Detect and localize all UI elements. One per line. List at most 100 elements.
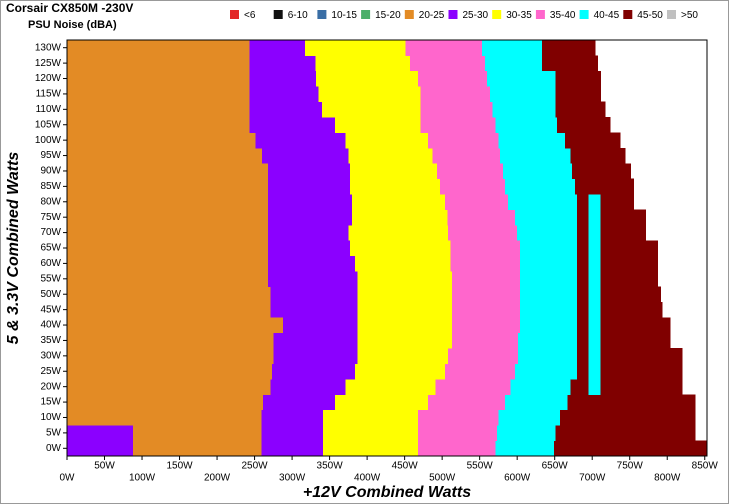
region-segment xyxy=(577,194,589,210)
region-segment xyxy=(588,224,601,241)
region-segment xyxy=(249,40,306,56)
x-tick-label: 450W xyxy=(392,461,419,472)
region-segment xyxy=(577,286,589,303)
region-segment xyxy=(315,55,411,72)
region-segment xyxy=(505,394,568,411)
region-segment xyxy=(355,363,446,380)
legend-label: 15-20 xyxy=(375,10,401,21)
region-segment xyxy=(498,409,561,426)
x-tick-label: 700W xyxy=(579,473,606,484)
region-segment xyxy=(67,286,271,303)
region-segment xyxy=(418,425,498,441)
region-segment xyxy=(600,209,646,226)
region-segment xyxy=(577,332,589,349)
region-segment xyxy=(448,224,518,241)
region-segment xyxy=(67,147,263,164)
region-segment xyxy=(490,86,556,103)
y-tick-label: 30W xyxy=(40,350,61,361)
region-segment xyxy=(67,132,256,149)
region-segment xyxy=(577,240,589,257)
region-segment xyxy=(322,101,421,118)
region-segment xyxy=(451,286,521,303)
region-segment xyxy=(357,301,453,318)
region-segment xyxy=(520,317,578,334)
region-segment xyxy=(502,163,573,180)
y-tick-label: 50W xyxy=(40,289,61,300)
y-tick-label: 115W xyxy=(36,89,62,100)
region-segment xyxy=(316,70,419,87)
legend-label: 35-40 xyxy=(550,10,576,21)
region-segment xyxy=(271,363,356,380)
region-segment xyxy=(405,40,483,56)
region-segment xyxy=(268,178,351,195)
region-segment xyxy=(427,132,499,149)
region-segment xyxy=(481,40,543,56)
region-segment xyxy=(559,409,696,426)
legend-swatch xyxy=(667,10,676,19)
region-segment xyxy=(520,255,578,272)
x-tick-label: 350W xyxy=(317,461,344,472)
x-tick-label: 300W xyxy=(279,473,306,484)
region-segment xyxy=(451,271,521,287)
y-tick-label: 65W xyxy=(40,243,61,254)
region-segment xyxy=(268,240,351,257)
region-segment xyxy=(574,178,634,195)
x-tick-label: 250W xyxy=(242,461,269,472)
region-segment xyxy=(450,240,521,257)
region-segment xyxy=(357,317,453,334)
legend-swatch xyxy=(361,10,371,19)
region-segment xyxy=(514,363,578,380)
region-segment xyxy=(577,348,589,364)
region-segment xyxy=(67,209,269,226)
y-tick-label: 105W xyxy=(35,119,62,130)
y-tick-label: 15W xyxy=(40,397,61,408)
region-segment xyxy=(357,332,453,349)
region-segment xyxy=(577,209,589,226)
region-segment xyxy=(261,440,324,457)
y-tick-label: 90W xyxy=(40,166,61,177)
region-segment xyxy=(600,378,683,395)
region-segment xyxy=(270,286,358,303)
legend-swatch xyxy=(404,10,414,19)
region-segment xyxy=(322,425,419,441)
region-segment xyxy=(249,55,316,72)
region-segment xyxy=(270,378,346,395)
region-segment xyxy=(517,224,578,241)
y-tick-label: 25W xyxy=(40,366,61,377)
region-segment xyxy=(565,132,621,149)
x-tick-label: 500W xyxy=(429,473,456,484)
x-tick-label: 650W xyxy=(542,461,569,472)
region-segment xyxy=(487,70,556,87)
region-segment xyxy=(450,255,521,272)
region-segment xyxy=(498,132,566,149)
region-segment xyxy=(451,332,519,349)
x-axis-title: +12V Combined Watts xyxy=(303,484,471,501)
region-segment xyxy=(495,117,558,133)
region-segment xyxy=(67,224,269,241)
region-segment xyxy=(553,440,708,457)
region-segment xyxy=(451,317,521,334)
legend-label: 6-10 xyxy=(288,10,308,21)
region-segment xyxy=(588,317,601,334)
chart-subtitle: PSU Noise (dBA) xyxy=(28,19,117,31)
region-segment xyxy=(67,163,269,180)
region-segment xyxy=(435,378,511,395)
region-segment xyxy=(577,363,589,380)
region-segment xyxy=(600,255,658,272)
legend-label: >50 xyxy=(681,10,698,21)
region-segment xyxy=(555,101,606,118)
region-segment xyxy=(67,440,134,457)
region-segment xyxy=(600,224,646,241)
region-segment xyxy=(588,332,601,349)
region-segment xyxy=(436,163,504,180)
x-tick-label: 0W xyxy=(60,473,76,484)
region-segment xyxy=(600,240,658,257)
region-segment xyxy=(447,209,516,226)
region-segment xyxy=(514,209,578,226)
region-segment xyxy=(555,425,696,441)
region-segment xyxy=(261,425,324,441)
region-segment xyxy=(510,378,571,395)
region-segment xyxy=(427,394,506,411)
legend-swatch xyxy=(535,10,545,19)
region-segment xyxy=(262,147,349,164)
